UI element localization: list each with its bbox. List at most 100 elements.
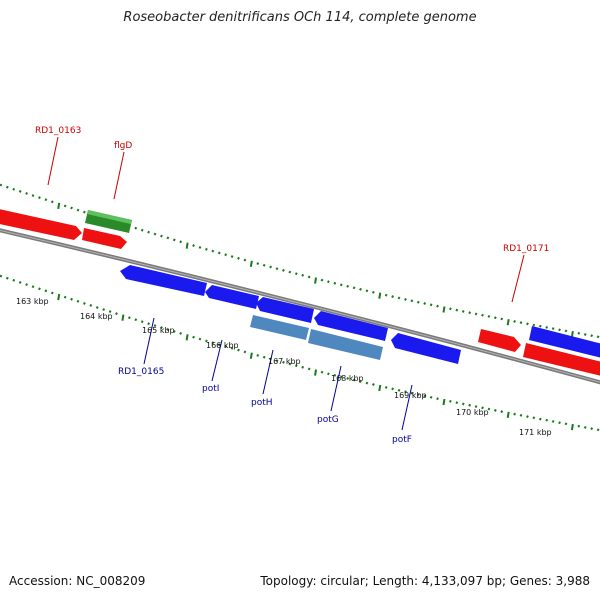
outer-scale-tick [307, 275, 311, 279]
scale-label-166: 166 kbp [206, 341, 239, 350]
inner-scale-tick [519, 413, 523, 417]
inner-scale-tick [590, 427, 594, 431]
outer-scale-tick [140, 228, 144, 232]
outer-scale-tick [327, 280, 330, 284]
inner-scale-tick [282, 360, 285, 364]
outer-scale-tick [339, 283, 343, 287]
gene-blue-right[interactable] [529, 326, 600, 360]
inner-scale-tick [166, 328, 170, 331]
gene-potf[interactable] [391, 333, 461, 364]
scale-label-170: 170 kbp [456, 408, 489, 417]
scale-label-164: 164 kbp [80, 312, 113, 321]
outer-scale-tick [172, 238, 176, 242]
gene-label-potf: potF [392, 435, 412, 445]
gene-rd1-0171[interactable] [478, 329, 521, 352]
outer-scale-tick [243, 258, 247, 262]
inner-scale-tick [230, 346, 234, 350]
inner-scale-tick [371, 383, 375, 386]
inner-scale-tick [391, 387, 394, 391]
outer-scale-tick [294, 272, 298, 276]
gene-red-small[interactable] [82, 228, 127, 249]
inner-scale-tick [461, 402, 465, 406]
outer-scale-tick [147, 230, 150, 234]
outer-scale-tick [205, 247, 208, 251]
inner-scale-tick [95, 306, 99, 309]
inner-scale-tick [76, 299, 80, 303]
outer-scale-tick [404, 297, 407, 301]
genome-summary: Topology: circular; Length: 4,133,097 bp… [260, 574, 590, 588]
inner-scale-tick [526, 415, 529, 419]
inner-scale-tick [102, 308, 106, 312]
gene-red-right[interactable] [523, 343, 600, 378]
outer-scale-tick [397, 296, 401, 300]
inner-scale-tick [436, 397, 439, 401]
gene-operon-1[interactable] [250, 315, 309, 340]
outer-scale-tick [384, 293, 388, 297]
outer-scale-tick [352, 286, 356, 290]
inner-scale-tick [378, 384, 382, 392]
outer-scale-tick [455, 308, 459, 312]
inner-scale-tick [449, 399, 452, 403]
inner-scale-tick [211, 341, 215, 345]
outer-scale-tick [288, 270, 292, 274]
inner-scale-tick [423, 394, 427, 398]
outer-scale-tick [333, 281, 337, 285]
leader-rd1-0171 [511, 254, 525, 303]
inner-scale-tick [31, 285, 35, 289]
outer-scale-tick [269, 265, 272, 269]
scale-label-163: 163 kbp [16, 297, 49, 306]
inner-scale-tick [224, 345, 228, 348]
outer-scale-tick [423, 302, 427, 305]
inner-scale-tick [121, 314, 125, 321]
inner-scale-tick [217, 343, 221, 347]
gene-poti[interactable] [205, 285, 259, 309]
outer-scale-tick [570, 330, 574, 338]
outer-scale-tick [500, 317, 504, 321]
inner-scale-tick [442, 398, 446, 406]
outer-scale-tick [474, 312, 478, 316]
outer-scale-tick [153, 232, 157, 236]
outer-scale-tick [262, 263, 266, 267]
inner-scale-tick [185, 334, 189, 341]
outer-scale-tick [237, 256, 240, 260]
inner-scale-tick [558, 421, 561, 425]
inner-scale-tick [474, 405, 478, 408]
outer-scale-tick [583, 333, 587, 336]
inner-scale-tick [25, 283, 28, 287]
gene-operon-2[interactable] [308, 329, 383, 360]
outer-scale-tick [532, 323, 536, 327]
gene-label-rd1-0171: RD1_0171 [503, 244, 549, 254]
inner-scale-tick [275, 359, 279, 363]
inner-scale-tick [429, 395, 433, 399]
outer-scale-tick [391, 295, 394, 299]
outer-scale-tick [224, 253, 228, 257]
inner-scale-tick [365, 381, 369, 385]
outer-scale-tick [217, 251, 221, 255]
outer-scale-tick [596, 335, 600, 339]
inner-scale-tick [384, 385, 388, 389]
outer-scale-tick [346, 284, 350, 288]
outer-scale-tick [211, 249, 215, 253]
inner-scale-tick [551, 419, 555, 423]
inner-scale-tick [564, 422, 568, 426]
outer-scale-tick [192, 244, 195, 247]
outer-scale-tick [436, 304, 439, 308]
outer-scale-tick [545, 325, 549, 329]
inner-scale-tick [57, 293, 61, 301]
outer-scale-tick [558, 328, 561, 332]
inner-scale-tick [237, 348, 240, 352]
inner-scale-tick [359, 380, 362, 383]
outer-tick-track [0, 183, 600, 339]
gene-rd1-0163[interactable] [0, 207, 82, 240]
gene-label-poth: potH [251, 398, 273, 408]
inner-scale-tick [5, 276, 9, 280]
outer-scale-tick [83, 210, 86, 214]
outer-scale-tick [5, 185, 9, 189]
outer-scale-tick [301, 273, 305, 277]
outer-scale-tick [57, 202, 61, 210]
outer-scale-tick [166, 236, 170, 240]
gene-potg[interactable] [314, 311, 388, 341]
gene-poth[interactable] [256, 297, 314, 323]
outer-scale-tick [50, 200, 54, 204]
gene-rd1-0165[interactable] [120, 265, 207, 296]
